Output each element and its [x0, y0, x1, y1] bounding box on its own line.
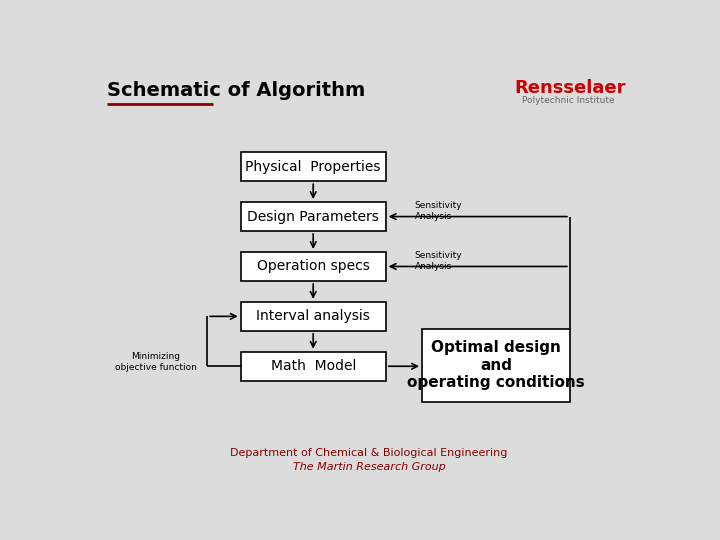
Text: The Martin Research Group: The Martin Research Group	[292, 462, 446, 472]
Text: Minimizing
objective function: Minimizing objective function	[115, 353, 197, 372]
FancyBboxPatch shape	[240, 152, 386, 181]
Text: Sensitivity
Analysis: Sensitivity Analysis	[415, 251, 462, 271]
Text: Physical  Properties: Physical Properties	[246, 160, 381, 174]
Text: Operation specs: Operation specs	[257, 259, 369, 273]
FancyBboxPatch shape	[240, 352, 386, 381]
Text: Math  Model: Math Model	[271, 359, 356, 373]
FancyBboxPatch shape	[240, 302, 386, 331]
Text: Polytechnic Institute: Polytechnic Institute	[523, 96, 615, 105]
FancyBboxPatch shape	[240, 202, 386, 231]
Text: Sensitivity
Analysis: Sensitivity Analysis	[415, 201, 462, 221]
Text: Department of Chemical & Biological Engineering: Department of Chemical & Biological Engi…	[230, 448, 508, 458]
FancyBboxPatch shape	[422, 329, 570, 402]
Text: Design Parameters: Design Parameters	[247, 210, 379, 224]
FancyBboxPatch shape	[240, 252, 386, 281]
Text: Schematic of Algorithm: Schematic of Algorithm	[107, 82, 365, 100]
Text: Interval analysis: Interval analysis	[256, 309, 370, 323]
Text: Rensselaer: Rensselaer	[514, 79, 626, 97]
Text: Optimal design
and
operating conditions: Optimal design and operating conditions	[407, 340, 585, 390]
